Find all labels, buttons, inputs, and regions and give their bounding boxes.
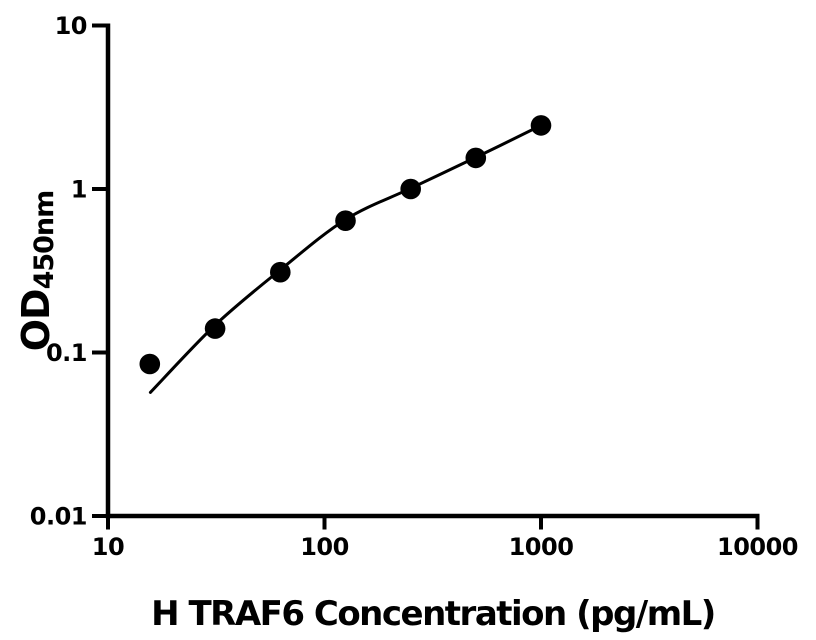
y-axis-label-main: OD: [14, 289, 58, 352]
y-tick-label: 0.1: [46, 339, 87, 367]
standard-curve-point: [139, 353, 161, 375]
x-tick-label: 10: [92, 533, 124, 561]
x-tick-label: 1000: [509, 533, 574, 561]
x-tick-label: 100: [300, 533, 349, 561]
x-axis-title: H TRAF6 Concentration (pg/mL): [151, 594, 716, 634]
y-axis-label-sub: 450nm: [29, 190, 60, 290]
standard-curve-point: [465, 147, 487, 169]
y-tick-label: 1: [71, 176, 87, 204]
standard-curve-point: [400, 178, 422, 200]
standard-curve-point: [270, 261, 291, 283]
y-axis-label: OD450nm: [14, 190, 60, 352]
x-tick-label: 10000: [717, 533, 798, 561]
standard-curve-point: [204, 318, 226, 339]
standard-curve-point: [335, 210, 356, 231]
y-tick-label: 10: [55, 12, 87, 40]
standard-curve-point: [530, 115, 552, 136]
y-tick-label: 0.01: [30, 503, 87, 531]
